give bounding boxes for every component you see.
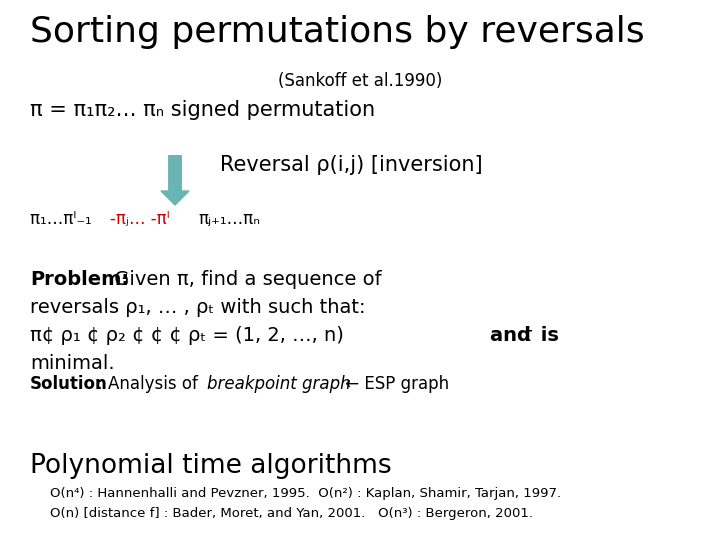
Text: Sorting permutations by reversals: Sorting permutations by reversals xyxy=(30,15,644,49)
Text: Problem:: Problem: xyxy=(30,270,129,289)
Text: π¢ ρ₁ ¢ ρ₂ ¢ ¢ ¢ ρₜ = (1, 2, …, n): π¢ ρ₁ ¢ ρ₂ ¢ ¢ ¢ ρₜ = (1, 2, …, n) xyxy=(30,326,350,345)
Text: O(n) [distance f] : Bader, Moret, and Yan, 2001.   O(n³) : Bergeron, 2001.: O(n) [distance f] : Bader, Moret, and Ya… xyxy=(50,507,533,520)
Text: Given π, find a sequence of: Given π, find a sequence of xyxy=(108,270,382,289)
Text: and: and xyxy=(490,326,538,345)
Text: minimal.: minimal. xyxy=(30,354,114,373)
Polygon shape xyxy=(161,191,189,205)
Text: πⱼ₊₁…πₙ: πⱼ₊₁…πₙ xyxy=(198,210,260,228)
Text: O(n⁴) : Hannenhalli and Pevzner, 1995.  O(n²) : Kaplan, Shamir, Tarjan, 1997.: O(n⁴) : Hannenhalli and Pevzner, 1995. O… xyxy=(50,487,561,500)
Text: : Analysis of: : Analysis of xyxy=(97,375,203,393)
Text: Reversal ρ(i,j) [inversion]: Reversal ρ(i,j) [inversion] xyxy=(220,155,482,175)
Text: (Sankoff et al.1990): (Sankoff et al.1990) xyxy=(278,72,442,90)
Text: t: t xyxy=(524,326,531,345)
Text: Solution: Solution xyxy=(30,375,108,393)
Text: reversals ρ₁, … , ρₜ with such that:: reversals ρ₁, … , ρₜ with such that: xyxy=(30,298,366,317)
Text: Polynomial time algorithms: Polynomial time algorithms xyxy=(30,453,392,479)
Text: breakpoint graph: breakpoint graph xyxy=(207,375,351,393)
Text: -πⱼ… -πᴵ: -πⱼ… -πᴵ xyxy=(110,210,175,228)
Text: ← ESP graph: ← ESP graph xyxy=(340,375,449,393)
Text: π₁…πᴵ₋₁: π₁…πᴵ₋₁ xyxy=(30,210,97,228)
Text: is: is xyxy=(534,326,559,345)
Text: π = π₁π₂… πₙ signed permutation: π = π₁π₂… πₙ signed permutation xyxy=(30,100,375,120)
